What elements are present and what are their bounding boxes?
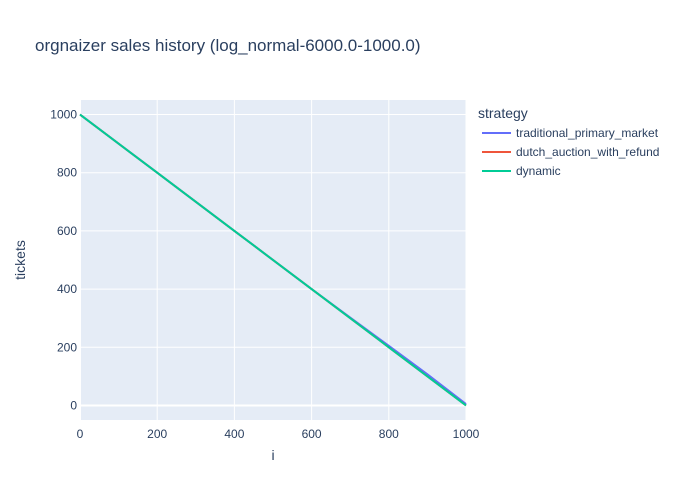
x-tick-label: 400	[224, 427, 244, 441]
legend-item-traditional_primary_market[interactable]: traditional_primary_market	[482, 126, 659, 140]
y-tick-label: 600	[57, 224, 77, 238]
legend-label: traditional_primary_market	[516, 126, 659, 140]
x-tick-label: 600	[302, 427, 322, 441]
x-tick-label: 200	[147, 427, 167, 441]
y-tick-label: 1000	[50, 108, 77, 122]
grid	[79, 100, 467, 420]
chart-title: orgnaizer sales history (log_normal-6000…	[35, 36, 421, 55]
legend: strategy traditional_primary_marketdutch…	[478, 105, 659, 178]
y-tick-label: 800	[57, 166, 77, 180]
x-axis-label: i	[271, 447, 274, 463]
y-tick-label: 200	[57, 340, 77, 354]
x-tick-label: 800	[379, 427, 399, 441]
y-axis-label: tickets	[12, 240, 28, 280]
y-tick-label: 400	[57, 282, 77, 296]
x-tick-label: 1000	[453, 427, 480, 441]
legend-item-dutch_auction_with_refund[interactable]: dutch_auction_with_refund	[482, 145, 659, 159]
legend-item-dynamic[interactable]: dynamic	[482, 164, 561, 178]
series-lines	[79, 113, 467, 407]
series-line-dynamic	[79, 113, 467, 407]
x-axis-ticks: 0 200 400 600 800 1000	[77, 427, 480, 441]
y-tick-label: 0	[70, 398, 77, 412]
y-axis-ticks: 0 200 400 600 800 1000	[50, 108, 77, 413]
legend-title: strategy	[478, 105, 528, 121]
legend-label: dutch_auction_with_refund	[516, 145, 659, 159]
legend-label: dynamic	[516, 164, 561, 178]
x-tick-label: 0	[77, 427, 84, 441]
